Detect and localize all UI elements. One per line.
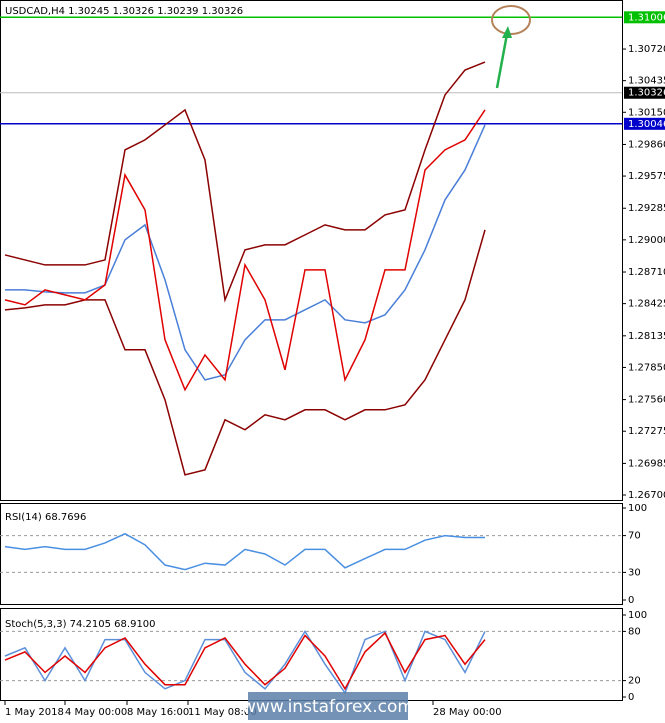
series-line xyxy=(4,61,486,303)
watermark-box xyxy=(248,692,408,720)
y-tick-label: 0 xyxy=(628,692,634,703)
y-tick-label: 1.30720 xyxy=(628,44,665,55)
rsi-panel xyxy=(0,503,623,605)
y-tick-label: 1.29000 xyxy=(628,235,665,246)
y-tick-label: 0 xyxy=(628,595,634,606)
y-tick-label: 1.30435 xyxy=(628,76,665,87)
series-line xyxy=(4,109,486,392)
y-tick-label: 80 xyxy=(628,626,641,637)
price-level-box xyxy=(624,117,665,130)
y-tick-label: 1.30150 xyxy=(628,107,665,118)
y-tick-label: 1.27560 xyxy=(628,395,665,406)
y-tick-label: 1.26985 xyxy=(628,458,665,469)
x-tick-label: 28 May 00:00 xyxy=(433,707,502,718)
price-level-label: 1.30326 xyxy=(628,88,665,99)
y-tick-label: 1.28135 xyxy=(628,331,665,342)
y-tick-label: 1.29285 xyxy=(628,203,665,214)
y-tick-label: 100 xyxy=(628,610,647,621)
x-tick-label: 4 May 00:00 xyxy=(65,707,127,718)
series-line xyxy=(4,629,486,695)
y-tick-label: 1.26700 xyxy=(628,490,665,501)
price-panel xyxy=(0,0,623,501)
y-tick-label: 100 xyxy=(628,503,647,514)
target-circle xyxy=(491,5,531,35)
price-level-box xyxy=(624,86,665,99)
price-level-label: 1.30046 xyxy=(628,119,665,130)
x-tick-label: 11 May 08:00 xyxy=(188,707,257,718)
series-line xyxy=(4,532,485,571)
panel-title: Stoch(5,3,3) 74.2105 68.9100 xyxy=(5,619,156,630)
y-tick-label: 1.27850 xyxy=(628,362,665,373)
x-tick-label: 1 May 2018 xyxy=(5,707,64,718)
y-tick-label: 1.29860 xyxy=(628,139,665,150)
y-tick-label: 1.29575 xyxy=(628,171,665,182)
panel-title: USDCAD,H4 1.30245 1.30326 1.30239 1.3032… xyxy=(5,6,243,17)
x-tick-label: 8 May 16:00 xyxy=(127,707,189,718)
series-line xyxy=(4,631,486,691)
series-line xyxy=(5,124,486,381)
price-level-box xyxy=(624,11,665,24)
y-tick-label: 70 xyxy=(628,531,641,542)
plot-layer: USDCAD,H4 1.30245 1.30326 1.30239 1.3032… xyxy=(0,6,665,718)
panel-title: RSI(14) 68.7696 xyxy=(5,512,86,523)
price-level-label: 1.31006 xyxy=(628,12,665,23)
y-tick-label: 1.28710 xyxy=(628,267,665,278)
forecast-arrow xyxy=(495,33,509,89)
watermark: www.instaforex.com xyxy=(242,697,414,717)
arrow-head xyxy=(502,26,512,38)
stoch-panel xyxy=(0,608,623,701)
y-tick-label: 1.27275 xyxy=(628,426,665,437)
y-tick-label: 1.28425 xyxy=(628,299,665,310)
y-tick-label: 30 xyxy=(628,567,641,578)
y-tick-label: 20 xyxy=(628,676,641,687)
